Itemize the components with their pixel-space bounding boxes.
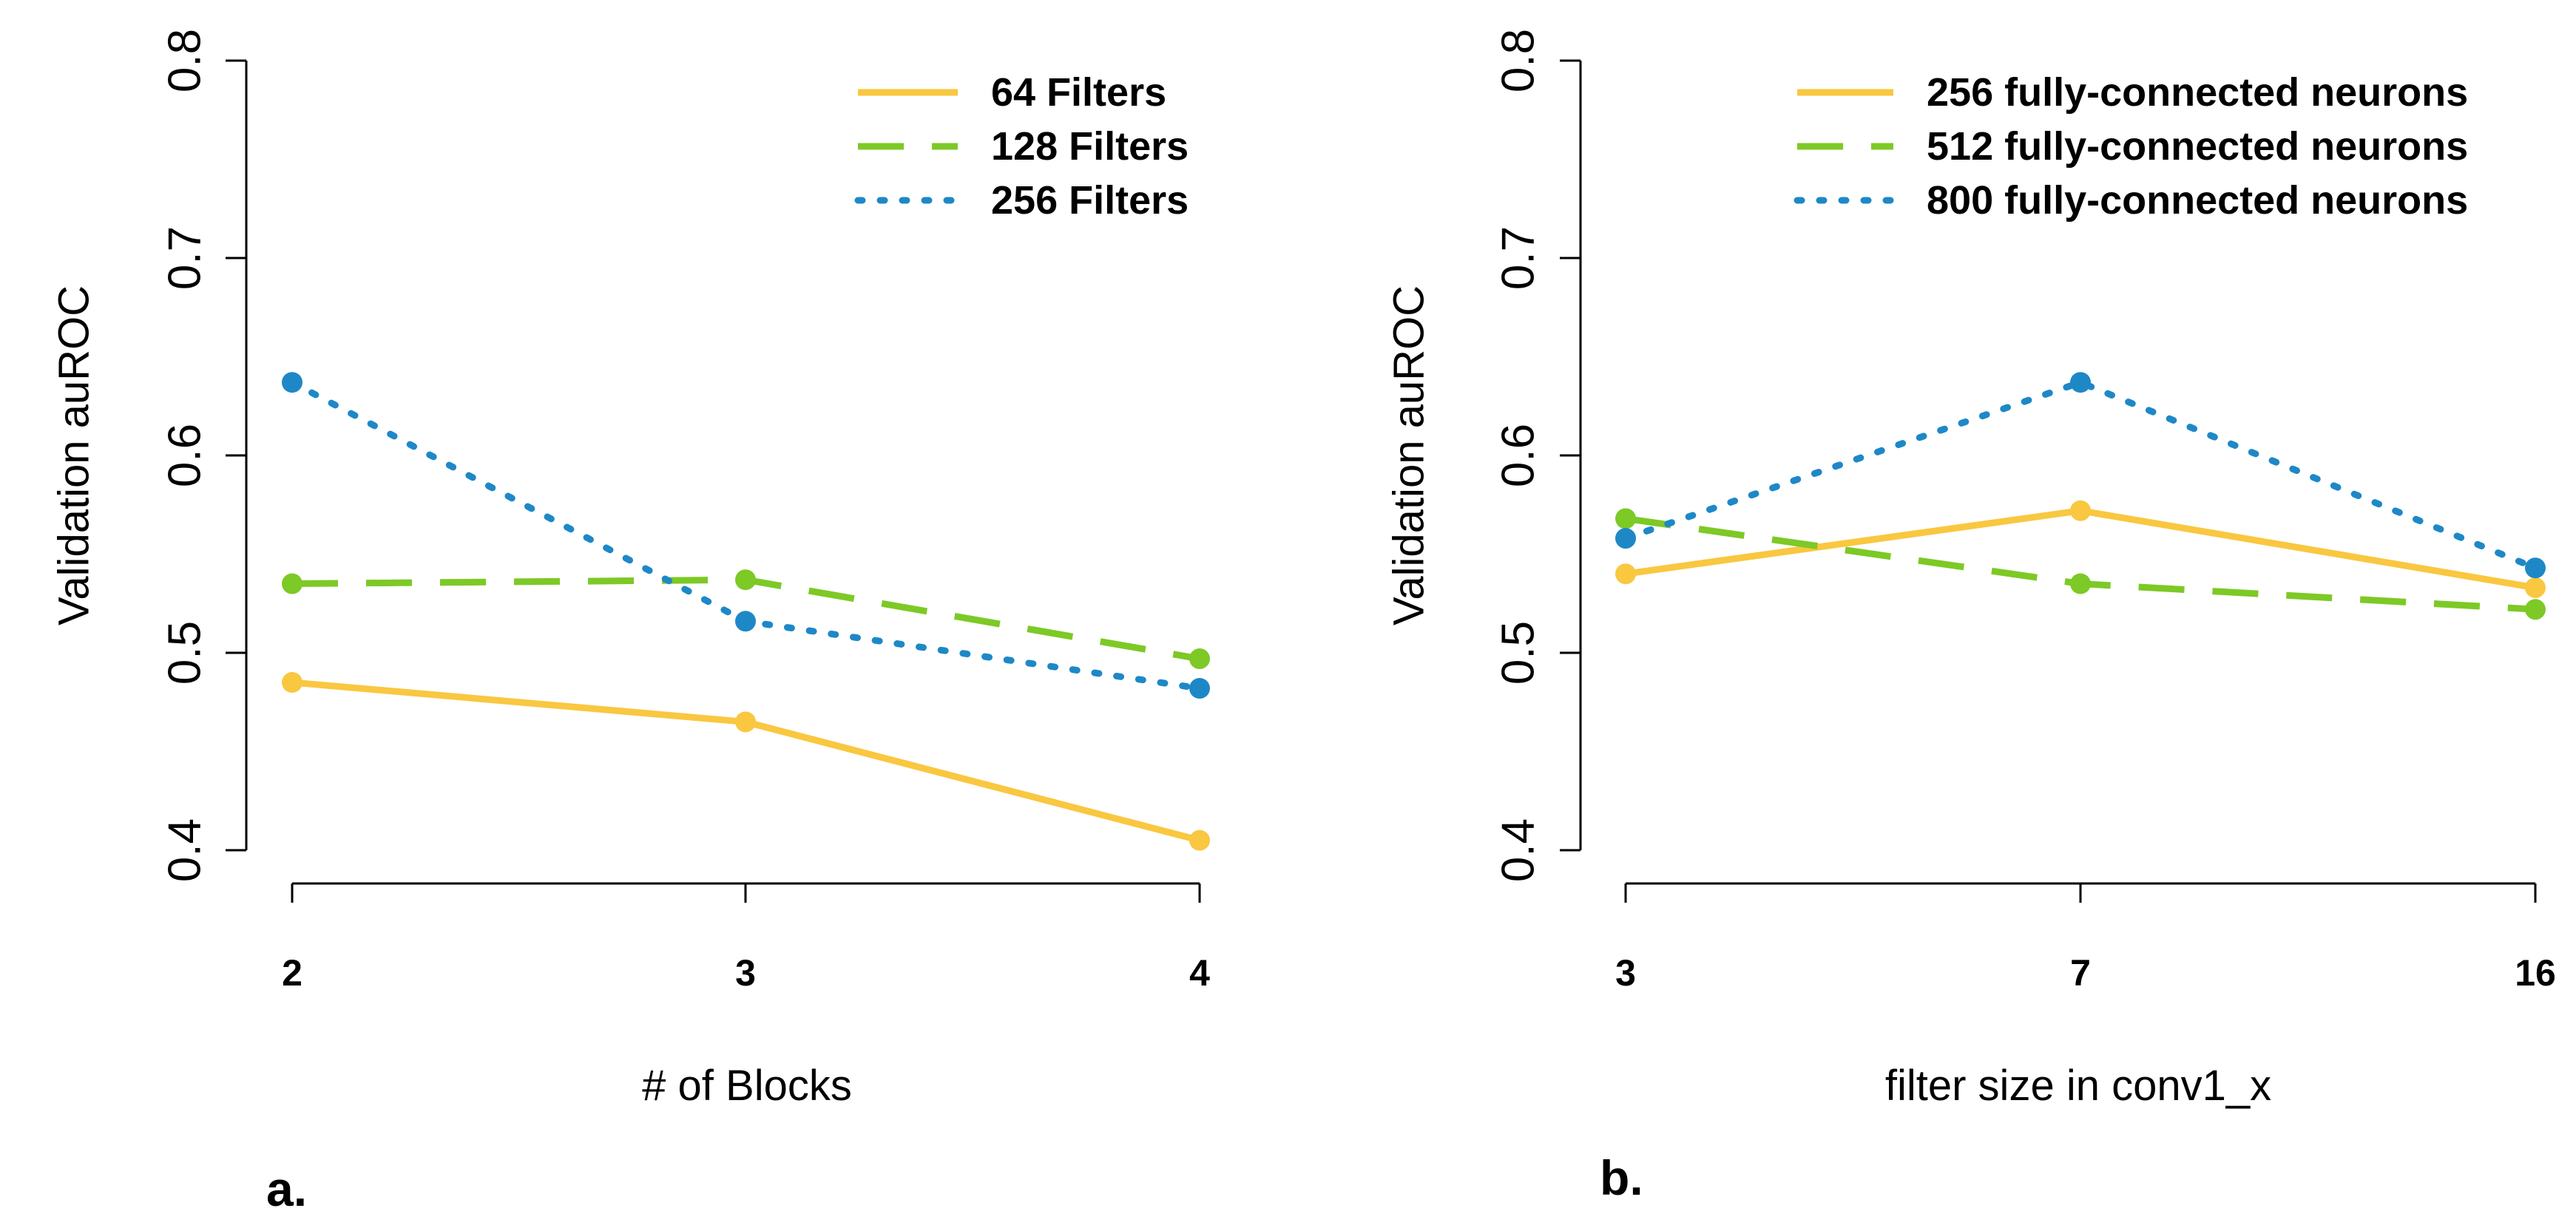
data-point: [2525, 557, 2546, 579]
y-tick-label: 0.8: [1493, 29, 1544, 92]
legend-label-1: 128 Filters: [991, 124, 1189, 169]
x-tick-label: 3: [1615, 952, 1636, 994]
panel-label: b.: [1600, 1150, 1643, 1205]
panel-a: 0.4 0.5 0.6 0.7 0.8 2 3 4 # of Blocks Validation …: [50, 29, 1211, 1216]
y-axis-title: Validation auROC: [1385, 285, 1433, 625]
data-point: [735, 611, 756, 632]
data-point: [282, 672, 302, 693]
x-axis-title: # of Blocks: [642, 1062, 852, 1110]
x-tick-label: 7: [2070, 952, 2091, 994]
data-point: [282, 573, 302, 594]
data-point: [1189, 648, 1210, 670]
data-point: [2070, 573, 2091, 594]
x-tick-label: 16: [2515, 952, 2556, 994]
y-tick-label: 0.5: [1493, 621, 1544, 685]
legend-label-0: 64 Filters: [991, 70, 1166, 115]
legend-label-1: 512 fully-connected neurons: [1927, 124, 2468, 169]
legend-label-0: 256 fully-connected neurons: [1927, 70, 2468, 115]
y-tick-label: 0.4: [1493, 818, 1544, 882]
panel-b: 0.4 0.5 0.6 0.7 0.8 3 7 16 filter size in conv1_…: [1385, 29, 2556, 1205]
x-tick-label: 3: [735, 952, 756, 994]
data-point: [2525, 577, 2546, 598]
y-tick-label: 0.5: [160, 621, 211, 685]
series-line-0: [291, 679, 1201, 844]
y-tick-label: 0.4: [160, 818, 211, 882]
series-line-2: [1622, 379, 2539, 571]
y-axis-title: Validation auROC: [50, 285, 98, 625]
x-tick-label: 2: [282, 952, 302, 994]
data-point: [2525, 599, 2546, 620]
x-axis-title: filter size in conv1_x: [1885, 1062, 2271, 1110]
data-point: [1615, 508, 1636, 529]
data-point: [282, 372, 302, 393]
x-tick-label: 4: [1189, 952, 1210, 994]
series-line-2: [288, 379, 1203, 692]
y-tick-label: 0.7: [160, 226, 211, 290]
data-point: [1615, 528, 1636, 549]
data-point: [735, 711, 756, 733]
data-point: [1189, 678, 1210, 699]
legend-label-2: 800 fully-connected neurons: [1927, 178, 2468, 223]
legend-label-2: 256 Filters: [991, 178, 1189, 223]
y-tick-label: 0.7: [1493, 226, 1544, 290]
data-point: [2070, 500, 2091, 521]
data-point: [2070, 372, 2091, 393]
data-point: [1615, 563, 1636, 585]
panel-label: a.: [266, 1161, 307, 1216]
data-point: [735, 569, 756, 591]
y-tick-label: 0.6: [160, 424, 211, 487]
y-tick-label: 0.8: [160, 29, 211, 92]
y-tick-label: 0.6: [1493, 424, 1544, 487]
data-point: [1189, 830, 1210, 851]
